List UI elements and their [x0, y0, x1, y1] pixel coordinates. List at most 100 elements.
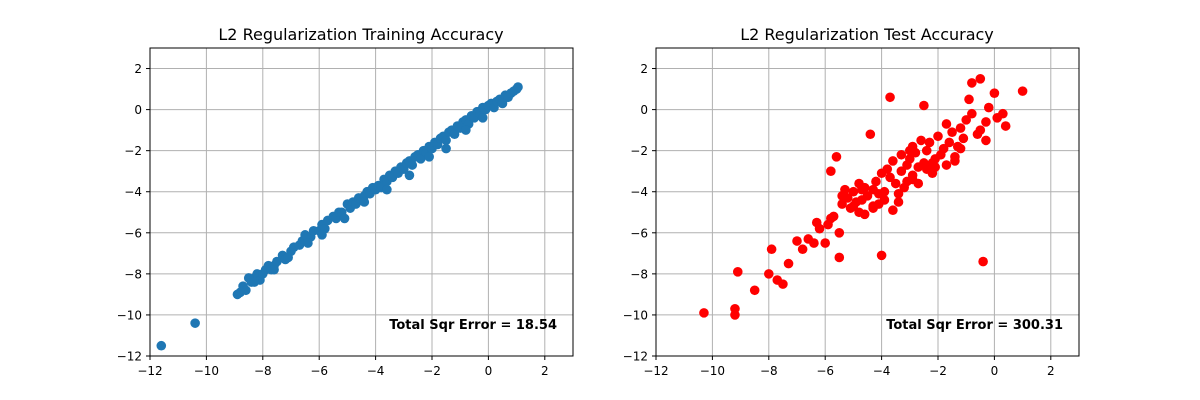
data-point: [964, 94, 974, 105]
y-tick-label: −4: [630, 185, 648, 199]
x-tick-label: −10: [194, 364, 219, 378]
x-tick-label: 2: [541, 364, 549, 378]
data-point: [927, 158, 938, 168]
data-point: [415, 154, 426, 164]
data-point: [809, 238, 819, 248]
data-point: [513, 82, 523, 92]
y-tick-label: 0: [640, 103, 648, 117]
data-point: [732, 267, 743, 277]
x-tick-label: −6: [816, 364, 834, 378]
data-point: [834, 252, 845, 263]
data-point: [857, 184, 867, 195]
data-point: [902, 176, 912, 187]
y-tick-label: −10: [117, 308, 142, 322]
data-point: [859, 209, 870, 220]
y-tick-label: −6: [630, 226, 648, 240]
test-accuracy-panel: L2 Regularization Test Accuracy −12 −10 −8…: [623, 25, 1080, 378]
data-point: [941, 160, 952, 170]
data-point: [766, 244, 777, 255]
data-point: [944, 137, 955, 148]
data-point: [792, 236, 802, 246]
training-accuracy-panel: L2 Regularization Training Accuracy −12−…: [117, 25, 574, 378]
data-point: [921, 164, 932, 174]
y-tick-label: −10: [623, 308, 648, 322]
data-point: [811, 217, 822, 228]
data-point: [913, 178, 924, 189]
total-sqr-error-annotation: Total Sqr Error = 18.54: [389, 318, 557, 333]
data-point: [359, 197, 370, 207]
x-tick-label: −8: [760, 364, 778, 378]
data-point: [941, 119, 952, 129]
data-point: [879, 186, 890, 197]
data-point: [477, 113, 488, 123]
data-point: [938, 143, 949, 154]
data-point: [921, 145, 932, 156]
data-point: [981, 117, 991, 127]
data-point: [837, 199, 847, 209]
data-point: [961, 115, 971, 125]
data-point: [862, 191, 873, 201]
data-point: [190, 318, 200, 328]
data-point: [831, 152, 842, 162]
data-point: [848, 186, 859, 197]
x-tick-label: −4: [873, 364, 891, 378]
data-point: [826, 166, 836, 176]
data-point: [888, 205, 898, 216]
data-point: [382, 184, 392, 195]
y-tick-label: −6: [124, 226, 142, 240]
y-tick-label: 2: [134, 62, 142, 76]
data-point: [871, 176, 881, 187]
x-tick-label: −12: [137, 364, 162, 378]
data-point: [407, 160, 418, 170]
data-point: [916, 135, 926, 146]
data-point: [156, 340, 167, 351]
data-point: [778, 279, 788, 289]
data-point: [896, 149, 907, 160]
data-point: [749, 285, 760, 296]
data-point: [933, 131, 943, 142]
data-point: [272, 256, 282, 267]
data-point: [955, 123, 966, 133]
data-point: [967, 78, 977, 88]
x-tick-label: −12: [643, 364, 668, 378]
data-point: [885, 172, 895, 183]
data-point: [249, 277, 260, 287]
data-point: [893, 197, 904, 207]
data-point: [783, 258, 794, 269]
x-tick-label: −6: [310, 364, 328, 378]
x-tick-label: 2: [1047, 364, 1055, 378]
x-tick-label: −8: [254, 364, 272, 378]
data-point: [876, 250, 887, 261]
data-point: [699, 308, 709, 318]
data-point: [764, 269, 774, 279]
data-point: [303, 238, 313, 248]
y-tick-label: −12: [117, 350, 142, 364]
y-tick-label: −2: [630, 144, 648, 158]
data-point: [978, 256, 988, 267]
data-point: [975, 125, 986, 135]
y-tick-label: −2: [124, 144, 142, 158]
data-point: [441, 135, 451, 146]
data-point: [882, 164, 893, 174]
data-point: [873, 199, 884, 209]
data-point: [983, 102, 994, 113]
y-tick-label: −4: [124, 185, 142, 199]
data-point: [283, 252, 293, 263]
y-tick-label: 2: [640, 62, 648, 76]
data-point: [885, 92, 895, 103]
data-point: [235, 287, 246, 298]
x-tick-label: −2: [423, 364, 441, 378]
data-point: [865, 129, 876, 140]
data-point: [981, 135, 991, 146]
data-point: [730, 310, 740, 320]
data-point: [404, 170, 415, 181]
y-tick-label: −8: [630, 267, 648, 281]
data-point: [989, 88, 1000, 98]
data-point: [919, 100, 929, 111]
data-point: [339, 213, 350, 224]
data-point: [848, 201, 859, 211]
x-tick-label: −4: [367, 364, 385, 378]
total-sqr-error-annotation: Total Sqr Error = 300.31: [886, 318, 1063, 333]
data-point: [424, 152, 434, 162]
